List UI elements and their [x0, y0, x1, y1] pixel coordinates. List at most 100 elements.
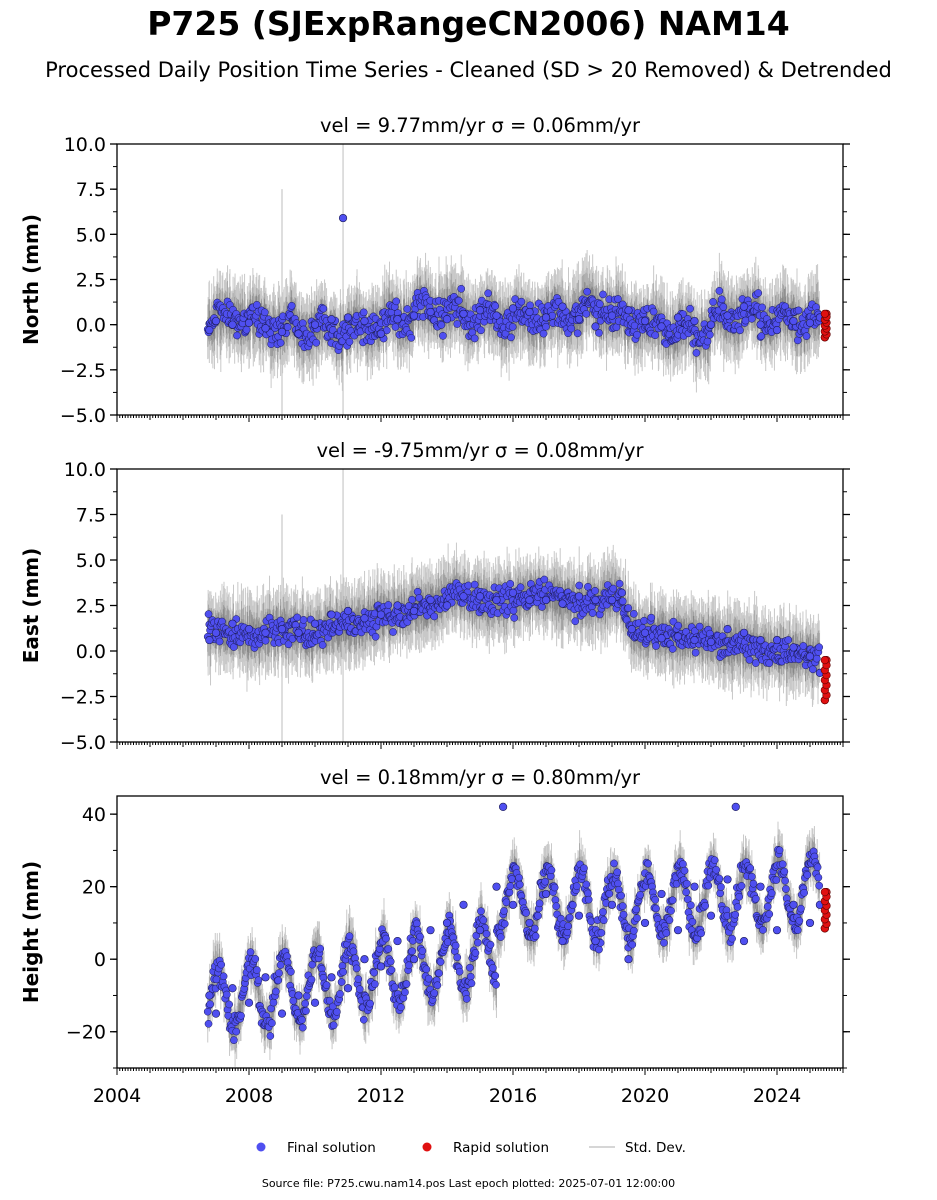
- final-solution-point: [287, 301, 296, 310]
- chart-subtitle: Processed Daily Position Time Series - C…: [45, 58, 892, 82]
- final-solution-point: [715, 287, 724, 295]
- final-solution-point: [756, 320, 765, 329]
- final-solution-point: [343, 313, 353, 322]
- x-axis: [116, 415, 844, 422]
- y-axis-label: North (mm): [19, 214, 43, 345]
- y-tick-label: 2.5: [76, 270, 106, 292]
- final-solution-point: [757, 332, 766, 340]
- final-solution-point: [595, 329, 603, 337]
- final-solution-point: [360, 316, 369, 326]
- final-solution-point: [657, 322, 666, 331]
- final-solution-point: [633, 330, 641, 339]
- final-solution-point: [706, 320, 716, 329]
- final-solution-point: [376, 329, 386, 338]
- plot-area: [203, 144, 831, 415]
- final-solution-point: [319, 304, 328, 313]
- final-solution-point: [491, 302, 500, 310]
- final-solution-point: [591, 322, 600, 331]
- final-solution-point: [508, 304, 518, 313]
- final-solution-point: [599, 290, 607, 299]
- final-solution-point: [739, 302, 749, 311]
- chart-title: P725 (SJExpRangeCN2006) NAM14: [147, 4, 790, 43]
- final-solution-point: [211, 316, 221, 326]
- final-solution-point: [582, 309, 591, 318]
- y-tick-label: 7.5: [76, 179, 106, 201]
- final-solution-point: [706, 330, 714, 339]
- final-solution-point: [793, 336, 802, 345]
- final-solution-point: [703, 337, 712, 346]
- y-tick-label: 10.0: [64, 134, 106, 156]
- final-solution-point: [310, 320, 320, 329]
- final-solution-point: [205, 325, 214, 335]
- final-solution-point: [794, 306, 803, 315]
- final-solution-point: [717, 295, 726, 304]
- final-solution-point: [573, 329, 582, 338]
- panel-north: 10.0 7.5 5.0 2.5 0.0 −2.5 −5.0 vel = 9.77mm/yr …: [19, 114, 850, 427]
- final-solution-point: [359, 308, 368, 317]
- y-tick-label: −2.5: [60, 360, 106, 382]
- final-solution-point: [327, 315, 336, 324]
- final-solution-point: [758, 303, 767, 312]
- final-solution-point: [754, 289, 763, 297]
- final-solution-point: [260, 308, 269, 317]
- final-solution-point: [640, 316, 650, 326]
- final-solution-point: [228, 320, 237, 329]
- final-solution-point: [507, 333, 515, 342]
- final-solution-point: [692, 349, 701, 357]
- final-solution-point: [789, 316, 798, 326]
- final-solution-point: [294, 329, 303, 338]
- final-solution-point: [802, 332, 811, 340]
- final-solution-point: [517, 297, 526, 306]
- final-solution-point: [719, 303, 728, 311]
- final-solution-point: [407, 333, 416, 342]
- final-solution-point: [338, 213, 348, 223]
- final-solution-point: [526, 301, 534, 310]
- y-tick-label: 0.0: [76, 315, 106, 337]
- final-solution-point: [453, 320, 462, 328]
- final-solution-point: [312, 338, 321, 347]
- final-solution-point: [277, 327, 287, 336]
- final-solution-point: [283, 323, 292, 331]
- rapid-solution-series: [820, 309, 831, 342]
- final-solution-point: [242, 325, 251, 334]
- rapid-solution-point: [820, 309, 829, 318]
- final-solution-point: [723, 311, 732, 320]
- final-solution-cloud: [203, 284, 824, 357]
- final-solution-point: [690, 316, 699, 326]
- final-solution-point: [276, 339, 285, 347]
- final-solution-point: [345, 337, 354, 346]
- final-solution-point: [709, 298, 717, 306]
- final-solution-point: [651, 331, 660, 340]
- final-solution-point: [508, 323, 517, 331]
- y-tick-label: −5.0: [60, 405, 106, 427]
- final-solution-point: [541, 313, 551, 322]
- final-solution-point: [525, 307, 534, 317]
- final-solution-point: [437, 321, 446, 329]
- final-solution-point: [772, 325, 782, 335]
- final-solution-point: [475, 306, 485, 315]
- final-solution-point: [454, 296, 463, 305]
- final-solution-point: [686, 304, 694, 313]
- y-axis: 10.0 7.5 5.0 2.5 0.0 −2.5 −5.0: [60, 134, 850, 427]
- final-solution-point: [539, 329, 548, 338]
- final-solution-point: [484, 289, 492, 298]
- final-solution-point: [607, 311, 617, 320]
- final-solution-point: [439, 331, 447, 340]
- final-solution-point: [624, 306, 633, 315]
- final-solution-point: [261, 324, 270, 333]
- final-solution-point: [409, 311, 419, 320]
- final-solution-point: [649, 307, 658, 316]
- final-solution-point: [426, 307, 435, 317]
- final-solution-point: [805, 318, 815, 327]
- final-solution-point: [233, 331, 241, 340]
- final-solution-series: [205, 213, 825, 338]
- final-solution-point: [459, 309, 468, 318]
- final-solution-point: [542, 322, 550, 331]
- final-solution-point: [442, 315, 452, 324]
- final-solution-point: [470, 334, 479, 343]
- final-solution-point: [403, 305, 412, 313]
- final-solution-point: [574, 315, 584, 324]
- final-solution-point: [583, 287, 591, 296]
- final-solution-point: [492, 311, 501, 320]
